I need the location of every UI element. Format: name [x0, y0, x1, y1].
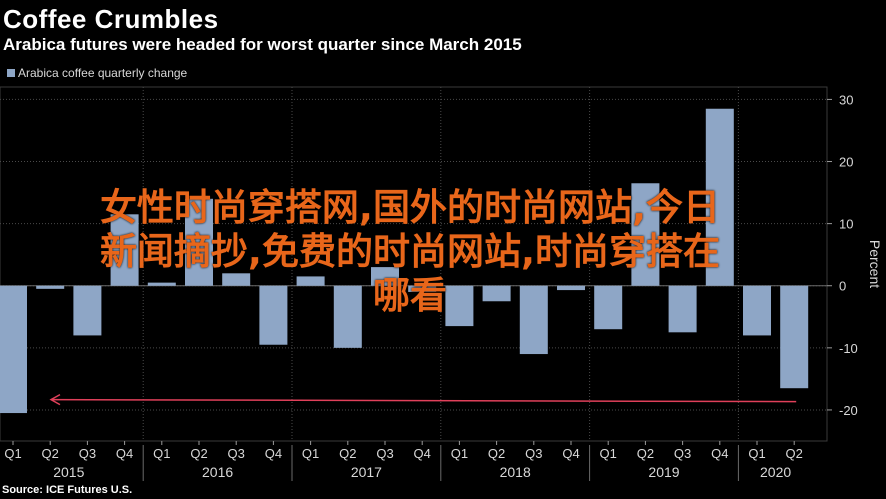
x-tick-label: Q4	[265, 446, 282, 461]
x-tick-label: Q3	[674, 446, 691, 461]
bar	[408, 285, 437, 292]
x-year-label: 2017	[351, 464, 382, 480]
x-tick-label: Q3	[228, 446, 245, 461]
x-tick-label: Q2	[637, 446, 654, 461]
x-tick-label: Q1	[451, 446, 468, 461]
bar	[296, 276, 325, 286]
y-tick-label: -10	[839, 341, 858, 356]
bar	[222, 273, 251, 286]
x-tick-label: Q1	[748, 446, 765, 461]
y-tick-label: 30	[839, 92, 853, 107]
bar	[780, 285, 809, 389]
bar	[333, 285, 362, 348]
bar	[594, 285, 623, 330]
bar	[36, 285, 65, 289]
x-tick-label: Q2	[42, 446, 59, 461]
x-tick-label: Q1	[600, 446, 617, 461]
x-tick-label: Q1	[302, 446, 319, 461]
bar	[445, 285, 474, 327]
bar	[743, 285, 771, 336]
x-tick-label: Q2	[339, 446, 356, 461]
bar	[631, 183, 660, 286]
chart-subtitle: Arabica futures were headed for worst qu…	[3, 35, 522, 54]
bar	[519, 285, 548, 355]
y-tick-label: 20	[839, 155, 853, 170]
x-year-label: 2019	[648, 464, 679, 480]
y-axis-label: Percent	[867, 240, 883, 288]
x-tick-label: Q2	[786, 446, 803, 461]
x-tick-label: Q4	[711, 446, 728, 461]
x-tick-label: Q3	[376, 446, 393, 461]
bar	[668, 285, 697, 333]
bar	[185, 198, 213, 286]
x-tick-label: Q1	[153, 446, 170, 461]
bar	[705, 108, 734, 286]
y-tick-label: -20	[839, 403, 858, 418]
x-tick-label: Q2	[488, 446, 505, 461]
x-year-label: 2018	[500, 464, 531, 480]
bar	[371, 267, 399, 286]
overlay-line-2: 新闻摘抄,免费的时尚网站,时尚穿搭在	[99, 230, 721, 273]
bar	[0, 285, 27, 414]
legend-swatch	[7, 69, 15, 77]
source-note: Source: ICE Futures U.S.	[2, 484, 133, 496]
bar	[73, 285, 102, 336]
y-tick-label: 0	[839, 279, 846, 294]
x-tick-label: Q3	[525, 446, 542, 461]
x-tick-label: Q1	[4, 446, 21, 461]
x-tick-label: Q4	[414, 446, 431, 461]
bar	[110, 214, 139, 286]
x-tick-label: Q4	[562, 446, 579, 461]
bar	[557, 285, 585, 291]
x-year-label: 2015	[53, 464, 84, 480]
watermark-overlay-text: 女性时尚穿搭网,国外的时尚网站,今日 新闻摘抄,免费的时尚网站,时尚穿搭在 哪看	[0, 186, 820, 318]
x-year-label: 2016	[202, 464, 233, 480]
annotation-arrow-head	[49, 393, 61, 406]
overlay-line-3: 哪看	[373, 274, 447, 317]
plot-frame	[0, 86, 828, 442]
bar	[259, 285, 288, 345]
chart-title: Coffee Crumbles	[3, 4, 219, 34]
annotation-arrow-line	[50, 398, 797, 403]
bar	[147, 282, 176, 286]
chart-legend: Arabica coffee quarterly change	[7, 66, 187, 80]
legend-label: Arabica coffee quarterly change	[18, 66, 188, 80]
x-tick-label: Q3	[79, 446, 96, 461]
overlay-line-1: 女性时尚穿搭网,国外的时尚网站,今日	[99, 186, 721, 229]
x-tick-label: Q2	[190, 446, 207, 461]
y-tick-label: 10	[839, 217, 853, 232]
x-year-label: 2020	[760, 464, 791, 480]
bar	[482, 285, 511, 302]
x-tick-label: Q4	[116, 446, 133, 461]
